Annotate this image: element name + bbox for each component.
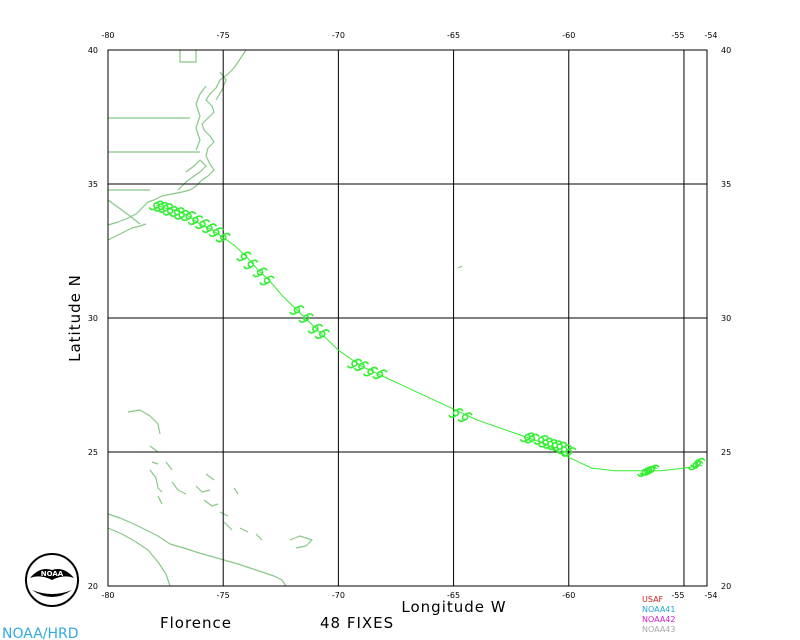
storm-name: Florence [160,614,232,632]
noaa-logo: NOAA [25,553,79,607]
us-state-lines [108,50,200,191]
graticule [108,50,707,586]
hurricane-fix-icon [556,444,572,455]
legend-item: USAF [642,595,664,604]
x-tick-label: -75 [217,591,230,600]
y-tick-label: 40 [88,46,98,55]
hispaniola-coastline [289,535,313,549]
hurricane-fix-icon [201,223,218,234]
x-tick-label: -65 [447,31,460,40]
hurricane-fix-icon [215,232,231,243]
x-tick-labels-top: -80 -75 -70 -65 -60 -55 -54 [101,31,717,40]
y-tick-labels-left: 20 25 30 35 40 [88,46,98,591]
hurricane-fix-icon [519,432,536,443]
x-tick-label: -55 [671,591,684,600]
bahamas-islands [127,409,263,541]
legend-item: NOAA42 [642,615,676,624]
hurricane-fix-icon [372,369,388,380]
storm-track-line [156,204,703,472]
hurricane-fix-icon [457,412,473,423]
x-tick-label: -75 [217,31,230,40]
y-axis-title: Latitude N [66,274,84,362]
hurricane-fix-icon [194,219,211,230]
coastline-layer [107,49,463,587]
y-tick-label: 20 [88,582,98,591]
x-tick-label: -65 [447,591,460,600]
hurricane-fix-icon [561,447,577,457]
y-tick-label: 25 [88,448,98,457]
hurricane-fix-icon [448,408,464,419]
fix-count: 48 FIXES [320,614,394,632]
x-tick-label: -80 [101,31,114,40]
org-label: NOAA/HRD [2,626,79,640]
x-tick-label: -60 [562,31,575,40]
legend-item: NOAA43 [642,625,676,634]
noaa-logo-text: NOAA [41,570,64,578]
hurricane-fix-symbols [148,200,706,478]
us-east-coastline [107,49,247,226]
hurricane-fix-icon [641,465,658,476]
hurricane-fix-icon [180,211,197,222]
hurricane-fix-icon [690,457,706,468]
small-island [457,265,463,269]
chesapeake-bay [195,85,207,151]
gulf-coast-inland [107,223,147,241]
map-frame [107,49,708,587]
noaa-logo-bird-icon [30,569,74,580]
y-tick-label: 30 [721,314,731,323]
y-tick-label: 25 [721,448,731,457]
hurricane-fix-icon [289,305,305,315]
hurricane-fix-icon [162,205,178,216]
nc-sc-border [107,199,141,225]
hurricane-fix-icon [524,433,540,444]
x-tick-label: -80 [101,591,114,600]
hurricane-fix-icon [362,366,379,377]
hurricane-fix-icon [187,215,204,226]
x-tick-label: -60 [562,591,575,600]
x-tick-label: -70 [332,591,345,600]
hurricane-fix-icon [307,323,324,334]
noaa-logo-wave-icon [32,590,72,597]
y-tick-label: 35 [88,180,98,189]
x-tick-labels-bottom: -80 -75 -70 -65 -60 -55 -54 [101,591,717,600]
x-tick-label: -70 [332,31,345,40]
pamlico-sound [177,159,207,191]
hurricane-fix-icon [353,361,370,372]
hurricane-fix-icon [298,313,314,323]
hurricane-fix-icon [236,251,252,262]
hurricane-fix-icon [208,227,225,238]
legend-item: NOAA41 [642,605,676,614]
cuba-coastline [107,513,287,587]
hurricane-fix-icon [314,329,331,340]
y-tick-labels-right: 20 25 30 35 40 [721,46,731,591]
x-tick-label: -54 [704,31,717,40]
x-tick-label: -54 [704,591,717,600]
y-tick-label: 40 [721,46,731,55]
hurricane-fix-icon [537,437,554,448]
hurricane-fix-icon [533,434,549,445]
hurricane-fix-icon [243,259,259,270]
y-tick-label: 20 [721,582,731,591]
hurricane-fix-icon [547,440,563,451]
y-tick-label: 35 [721,180,731,189]
hurricane-fix-icon [148,200,165,211]
hurricane-fix-icon [346,358,363,369]
hurricane-fix-icon [169,207,185,218]
y-tick-label: 30 [88,314,98,323]
hurricane-fix-icon [252,267,268,278]
x-tick-label: -55 [671,31,684,40]
x-axis-title: Longitude W [401,598,506,616]
hurricane-fix-icon [259,275,275,286]
hurricane-fix-icon [173,209,190,220]
